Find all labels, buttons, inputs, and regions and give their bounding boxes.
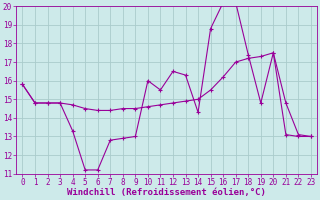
X-axis label: Windchill (Refroidissement éolien,°C): Windchill (Refroidissement éolien,°C) bbox=[67, 188, 266, 197]
